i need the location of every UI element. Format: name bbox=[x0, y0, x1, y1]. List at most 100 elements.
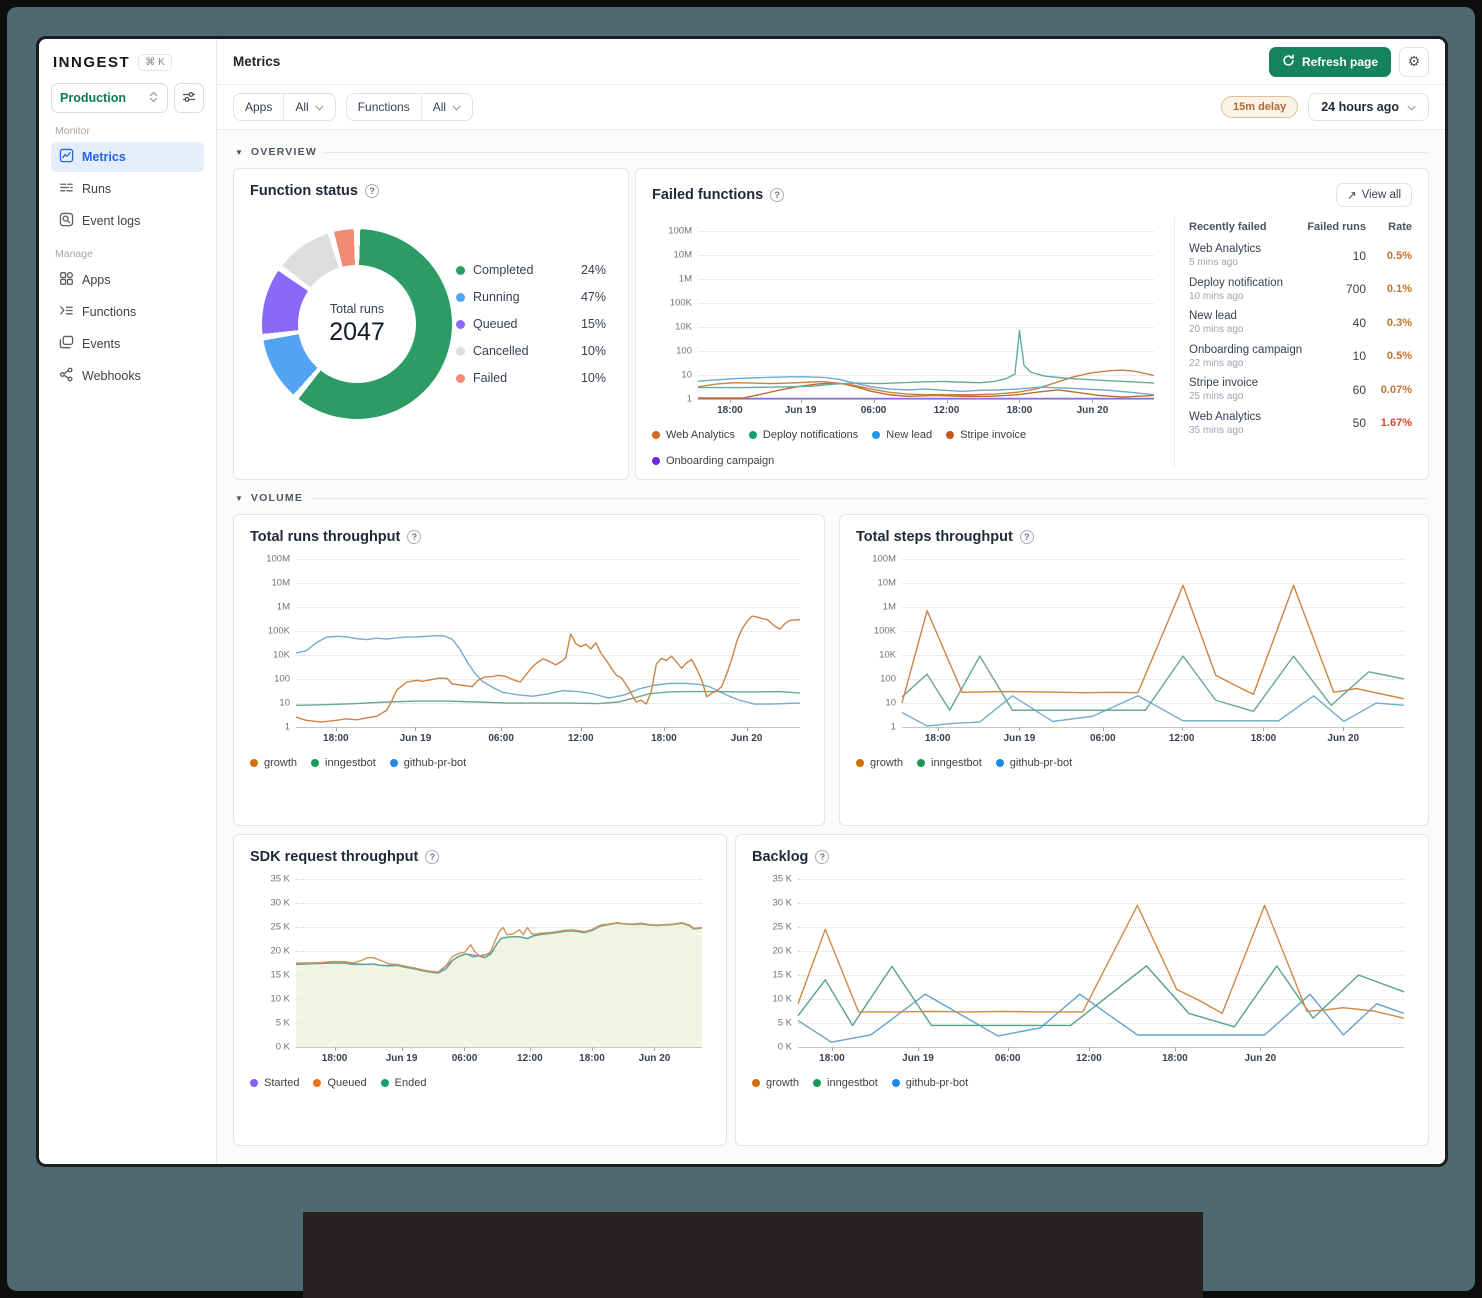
grid-line bbox=[698, 399, 1154, 400]
x-axis-tick-label: 12:00 bbox=[567, 733, 594, 744]
y-axis-tick-label: 100 bbox=[880, 673, 896, 685]
y-axis-tick-label: 10K bbox=[273, 649, 290, 661]
sidebar-item-label: Events bbox=[82, 337, 121, 351]
sidebar-item-functions[interactable]: Functions bbox=[51, 297, 204, 327]
help-icon[interactable]: ? bbox=[425, 850, 440, 864]
failed-function-name: Onboarding campaign bbox=[1189, 343, 1303, 356]
failure-rate: 1.67% bbox=[1380, 417, 1412, 429]
legend-dot bbox=[250, 759, 258, 767]
failed-function-row[interactable]: Deploy notification 10 mins ago 700 0.1% bbox=[1189, 277, 1412, 302]
grid-line bbox=[296, 727, 800, 728]
series-line-github-pr-bot bbox=[902, 696, 1404, 726]
code-list-icon bbox=[59, 303, 74, 321]
y-axis-tick-label: 10K bbox=[675, 321, 692, 333]
x-axis-tick-label: Jun 20 bbox=[1244, 1053, 1277, 1064]
status-legend-row: Completed 24% bbox=[456, 263, 606, 277]
grid-icon bbox=[59, 271, 74, 289]
help-icon[interactable]: ? bbox=[1019, 530, 1034, 544]
overview-section-header[interactable]: ▼ OVERVIEW bbox=[235, 146, 1427, 158]
legend-label: Failed bbox=[473, 371, 508, 385]
x-axis-tick-mark bbox=[1174, 1047, 1176, 1051]
backlog-card: Backlog ? 35 K 30 K 25 K 20 K 15 K 10 K 5 K 0 K… bbox=[735, 834, 1429, 1146]
y-axis-tick-label: 1 bbox=[890, 721, 896, 733]
x-axis-tick-mark bbox=[1019, 399, 1021, 403]
legend-dot bbox=[380, 1079, 389, 1087]
failed-runs-count: 50 bbox=[1352, 416, 1366, 430]
apps-filter-dropdown[interactable]: All bbox=[283, 94, 334, 120]
sidebar-item-metrics[interactable]: Metrics bbox=[51, 142, 204, 172]
y-axis-tick-label: 35 K bbox=[270, 873, 290, 885]
legend-label: Cancelled bbox=[473, 344, 529, 358]
legend-label: github-pr-bot bbox=[905, 1077, 969, 1089]
legend-dot bbox=[856, 759, 864, 767]
settings-button[interactable]: ⚙ bbox=[1399, 46, 1429, 77]
total-steps-throughput-card: Total steps throughput ? 100M 10M 1M 100K 10… bbox=[839, 514, 1429, 826]
x-axis-tick-mark bbox=[1263, 727, 1265, 731]
functions-filter: Functions All bbox=[345, 93, 474, 121]
webhook-icon bbox=[59, 367, 74, 385]
legend-label: growth bbox=[264, 757, 298, 769]
x-axis-tick-label: 18:00 bbox=[1250, 733, 1277, 744]
sidebar-item-runs[interactable]: Runs bbox=[51, 174, 204, 204]
legend-item: New lead bbox=[872, 429, 932, 441]
y-axis-tick-label: 25 K bbox=[772, 921, 792, 933]
failure-rate: 0.5% bbox=[1386, 249, 1412, 262]
x-axis-tick-label: 06:00 bbox=[994, 1053, 1021, 1064]
help-icon[interactable]: ? bbox=[770, 188, 785, 202]
grid-line bbox=[296, 903, 702, 904]
legend-dot bbox=[250, 1079, 258, 1087]
legend-label: Deploy notifications bbox=[762, 429, 859, 441]
command-k-shortcut[interactable]: ⌘ K bbox=[138, 54, 172, 71]
failure-rate: 0.3% bbox=[1386, 316, 1412, 329]
chevron-down-icon bbox=[315, 100, 324, 114]
help-icon[interactable]: ? bbox=[364, 184, 379, 198]
grid-line bbox=[798, 927, 1404, 928]
legend-dot bbox=[456, 292, 465, 302]
legend-value: 24% bbox=[580, 263, 606, 277]
legend-dot bbox=[456, 373, 465, 383]
failed-function-row[interactable]: New lead 20 mins ago 40 0.3% bbox=[1189, 310, 1412, 335]
chart-legend: growth inngestbot github-pr-bot bbox=[250, 757, 808, 769]
legend-label: New lead bbox=[886, 429, 933, 441]
y-axis-tick-label: 100M bbox=[872, 553, 896, 565]
sidebar-item-events[interactable]: Events bbox=[51, 329, 204, 359]
time-range-dropdown[interactable]: 24 hours ago bbox=[1308, 93, 1429, 121]
sidebar-item-apps[interactable]: Apps bbox=[51, 265, 204, 295]
x-axis-tick-mark bbox=[591, 1047, 593, 1051]
functions-filter-dropdown[interactable]: All bbox=[420, 94, 472, 120]
environment-filter-button[interactable] bbox=[174, 83, 204, 113]
failed-function-row[interactable]: Onboarding campaign 22 mins ago 10 0.5% bbox=[1189, 344, 1412, 369]
donut-center: Total runs 2047 bbox=[298, 265, 416, 383]
x-axis-tick-label: Jun 19 bbox=[399, 733, 432, 744]
legend-item: growth bbox=[752, 1077, 799, 1089]
stacked-panels-icon bbox=[59, 335, 74, 353]
x-axis-tick-label: Jun 20 bbox=[1076, 405, 1109, 416]
page-title: Metrics bbox=[233, 54, 281, 69]
failed-function-row[interactable]: Web Analytics 35 mins ago 50 1.67% bbox=[1189, 411, 1412, 436]
help-icon[interactable]: ? bbox=[407, 530, 422, 544]
failed-function-time: 25 mins ago bbox=[1189, 391, 1244, 402]
failed-function-row[interactable]: Stripe invoice 25 mins ago 60 0.07% bbox=[1189, 377, 1412, 402]
sidebar-item-event-logs[interactable]: Event logs bbox=[51, 206, 204, 236]
x-axis-tick-mark bbox=[580, 727, 582, 731]
volume-section-header[interactable]: ▼ VOLUME bbox=[235, 492, 1427, 504]
view-all-button[interactable]: ↗ View all bbox=[1335, 183, 1412, 207]
functions-filter-label: Functions bbox=[357, 100, 410, 114]
environment-select[interactable]: Production bbox=[51, 83, 168, 113]
legend-dot bbox=[995, 759, 1004, 767]
chart-canvas bbox=[296, 879, 702, 1047]
failed-functions-card: Failed functions ? ↗ View all 100M 10M 1M 1… bbox=[635, 168, 1429, 480]
failed-function-row[interactable]: Web Analytics 5 mins ago 10 0.5% bbox=[1189, 243, 1412, 268]
apps-filter: Apps All bbox=[233, 93, 336, 121]
refresh-page-button[interactable]: Refresh page bbox=[1268, 46, 1391, 77]
y-axis-tick-label: 1M bbox=[678, 273, 692, 285]
y-axis-tick-label: 10 bbox=[681, 369, 692, 381]
help-icon[interactable]: ? bbox=[815, 850, 830, 864]
status-legend-row: Failed 10% bbox=[456, 371, 606, 385]
card-title: Backlog bbox=[752, 849, 809, 865]
sidebar-item-webhooks[interactable]: Webhooks bbox=[51, 361, 204, 391]
grid-line bbox=[902, 583, 1404, 584]
x-axis-tick-mark bbox=[917, 1047, 919, 1051]
y-axis-tick-label: 1M bbox=[276, 601, 290, 613]
x-axis-tick-label: Jun 19 bbox=[1003, 733, 1036, 744]
